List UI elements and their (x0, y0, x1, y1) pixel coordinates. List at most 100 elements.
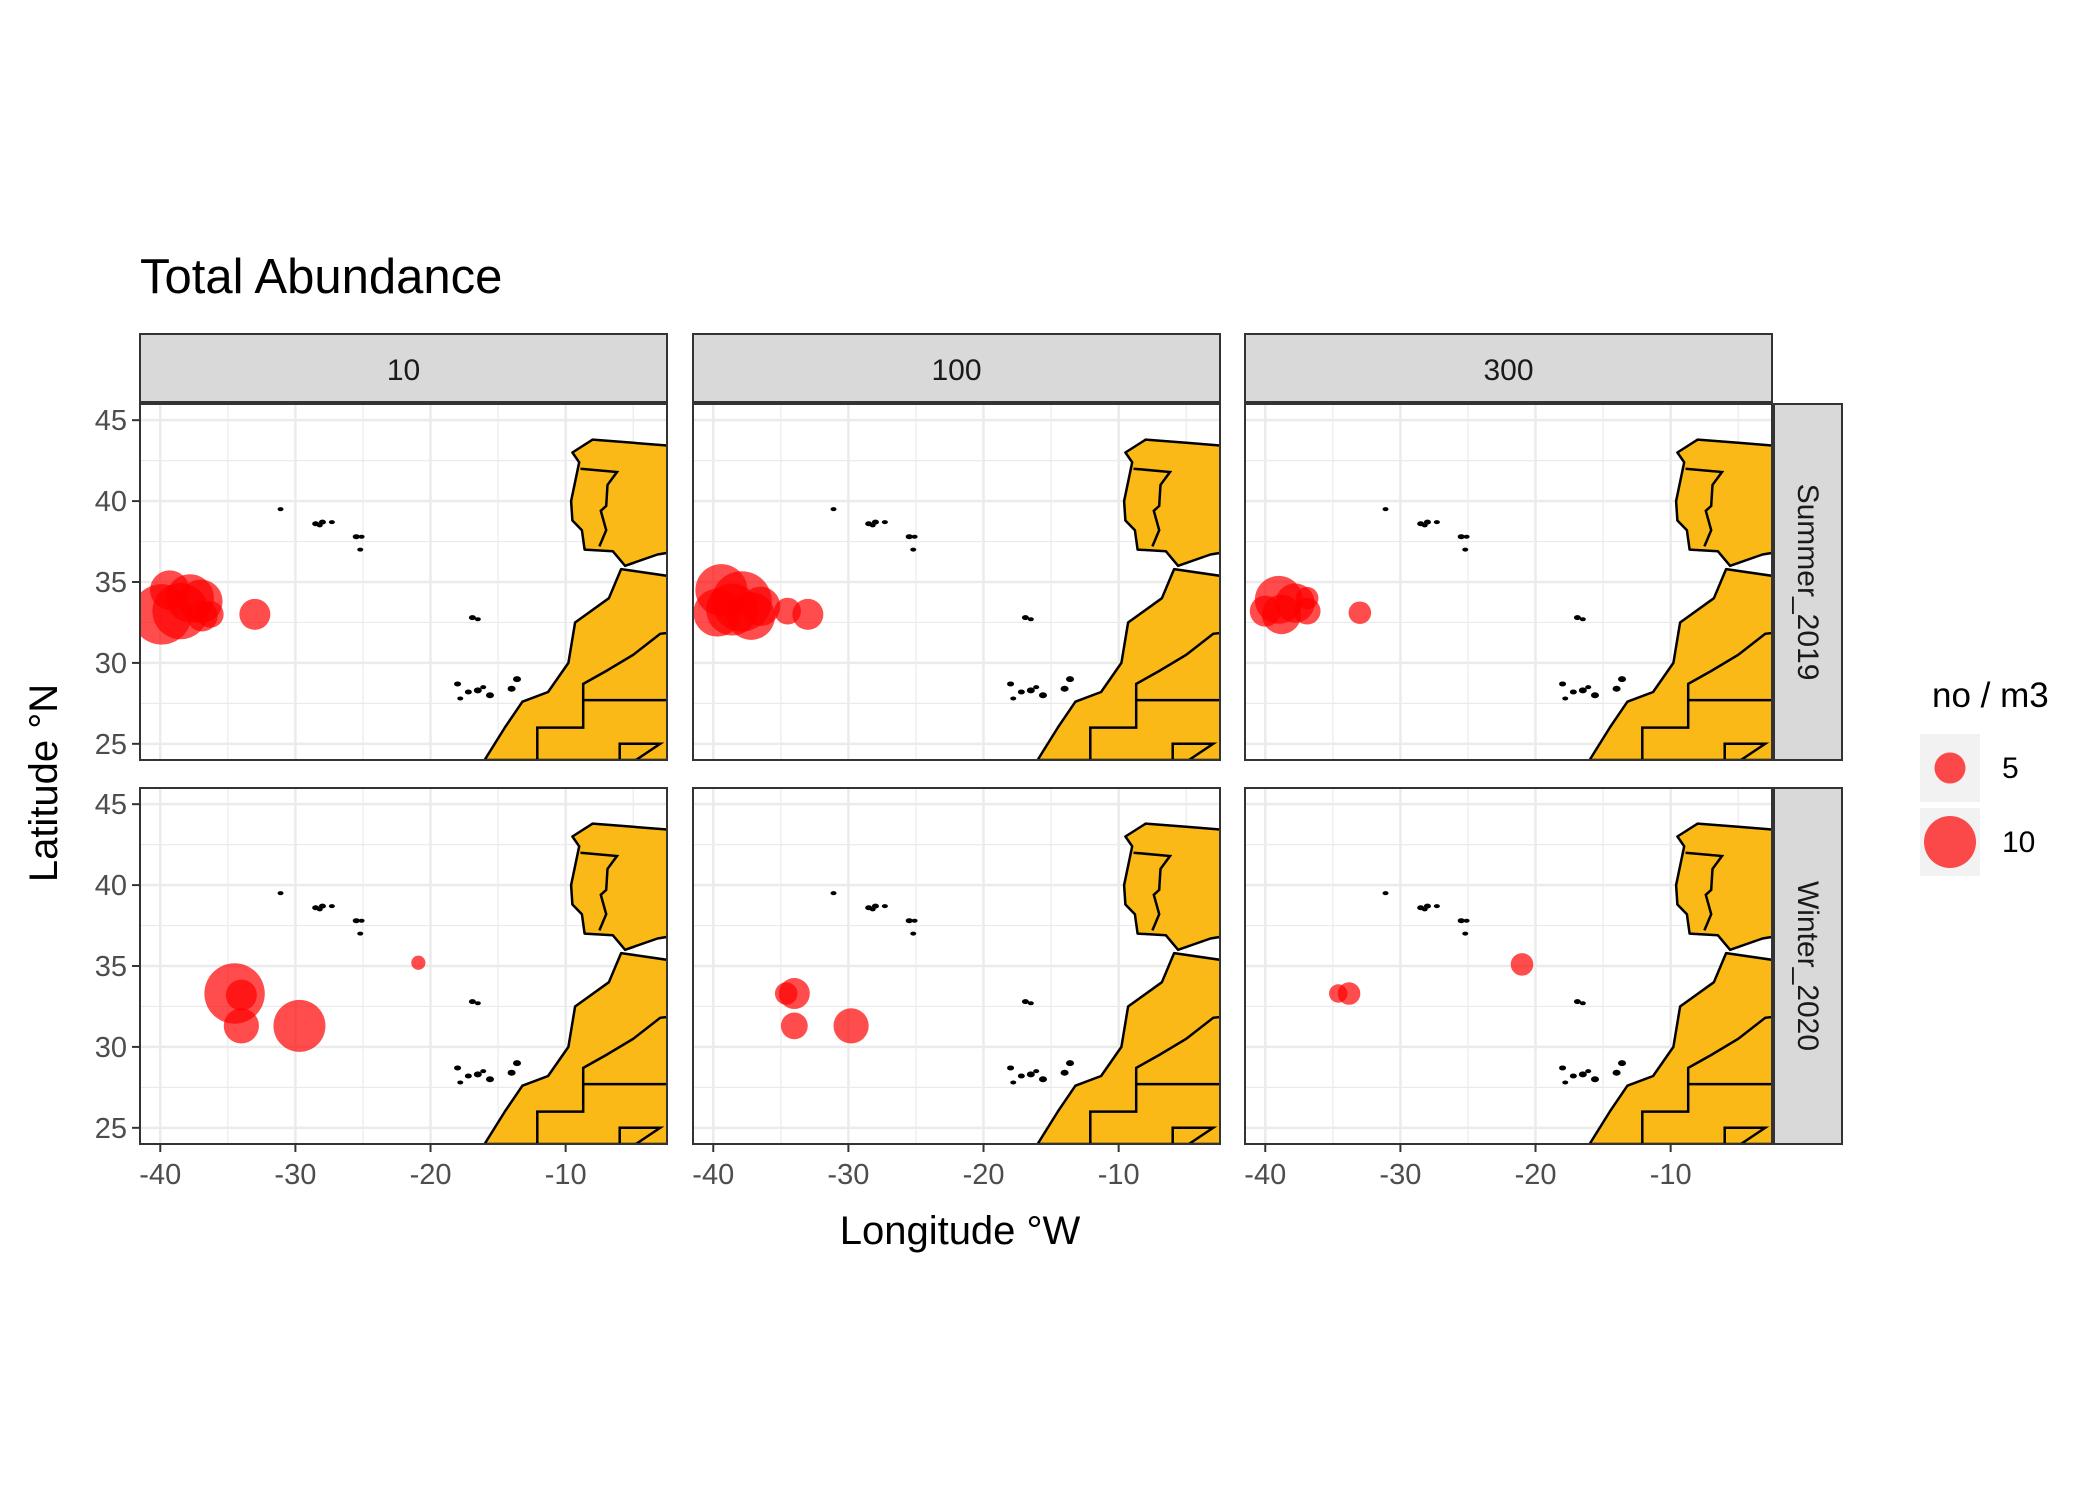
abundance-point (1348, 601, 1372, 625)
legend-title: no / m3 (1932, 676, 2049, 715)
island (1433, 904, 1440, 909)
island (1382, 507, 1389, 512)
country-border (1641, 700, 1690, 760)
country-border (1685, 851, 1725, 931)
abundance-point (792, 598, 824, 630)
country-border (1723, 1126, 1770, 1144)
island (318, 903, 326, 909)
facet-strip-label: 100 (931, 354, 981, 387)
island (454, 1065, 462, 1071)
island (277, 507, 284, 512)
island (1612, 685, 1621, 692)
island (358, 918, 365, 923)
island (1423, 519, 1431, 525)
island (910, 931, 917, 936)
abundance-point (196, 600, 224, 628)
island (1585, 685, 1592, 690)
x-tick-label: -10 (1650, 1159, 1692, 1191)
chart-title: Total Abundance (140, 250, 502, 304)
island (1021, 615, 1029, 621)
x-tick-label: -30 (1379, 1159, 1421, 1191)
land-africa (1588, 951, 1772, 1144)
panel-border (692, 403, 1221, 761)
island (485, 692, 494, 699)
abundance-point (239, 598, 271, 630)
country-border (1641, 1084, 1690, 1144)
x-tick-label: -20 (410, 1159, 452, 1191)
island (1033, 685, 1040, 690)
island (318, 519, 326, 525)
island (869, 523, 876, 528)
island (464, 689, 472, 695)
island (464, 1073, 472, 1079)
country-border (580, 467, 620, 547)
island (1010, 696, 1017, 701)
island (1590, 1076, 1599, 1083)
country-border (536, 700, 585, 760)
island (1060, 1069, 1069, 1076)
island (358, 534, 365, 539)
land-iberia (1122, 822, 1220, 952)
island (1026, 1071, 1035, 1078)
island (1559, 681, 1567, 687)
facet-strip-label: Winter_2020 (1791, 881, 1824, 1051)
y-axis-label: Latitude °N (22, 684, 66, 882)
y-tick-label: 30 (95, 648, 127, 680)
island (468, 999, 476, 1005)
island (513, 676, 522, 683)
country-border (536, 1084, 585, 1144)
y-tick-label: 40 (95, 870, 127, 902)
island (1462, 931, 1469, 936)
facet-strip-top (692, 333, 1221, 403)
island (1021, 999, 1029, 1005)
island (316, 907, 323, 912)
x-tick-label: -30 (274, 1159, 316, 1191)
country-border (1723, 742, 1770, 760)
abundance-point (223, 1008, 259, 1044)
country-border (580, 851, 620, 931)
panel-border (692, 787, 1221, 1145)
island (357, 931, 364, 936)
island (457, 696, 464, 701)
y-tick-label: 35 (95, 567, 127, 599)
island (316, 523, 323, 528)
x-tick-label: -40 (1244, 1159, 1286, 1191)
island (1038, 692, 1047, 699)
land-africa (483, 951, 667, 1144)
island (277, 891, 284, 896)
legend: no / m3 5 10 (1920, 676, 2049, 876)
island (881, 520, 888, 525)
island (1433, 520, 1440, 525)
island (1585, 1069, 1592, 1074)
country-border (1171, 1126, 1218, 1144)
abundance-point (1337, 982, 1361, 1005)
island (357, 547, 364, 552)
island (830, 891, 837, 896)
island (881, 904, 888, 909)
island (905, 534, 913, 540)
facet-panels: 10 25 30 35 40 45 100 300 Summer_2019 25 30 35 40 45 -… (95, 333, 1843, 1191)
country-border (1171, 742, 1218, 760)
x-tick-label: -40 (139, 1159, 181, 1191)
facet-panel-10-Summer_2019: 10 25 30 35 40 45 (95, 333, 668, 761)
land-africa (1588, 567, 1772, 760)
island (474, 1001, 481, 1006)
y-tick-label: 25 (95, 1113, 127, 1145)
island (869, 907, 876, 912)
island (1579, 617, 1586, 622)
island (473, 687, 482, 694)
facet-strip-top (139, 333, 668, 403)
island (1457, 918, 1465, 924)
island (507, 685, 516, 692)
y-tick-label: 45 (95, 789, 127, 821)
island (1618, 676, 1627, 683)
island (1033, 1069, 1040, 1074)
island (911, 534, 918, 539)
island (1382, 891, 1389, 896)
land-africa (483, 567, 667, 760)
facet-panel-100-Summer_2019: 100 (692, 333, 1221, 761)
abundance-point (225, 979, 257, 1011)
facet-panel-300-Summer_2019: 300 Summer_2019 (1244, 333, 1843, 761)
land-iberia (569, 822, 667, 952)
island (1007, 681, 1015, 687)
